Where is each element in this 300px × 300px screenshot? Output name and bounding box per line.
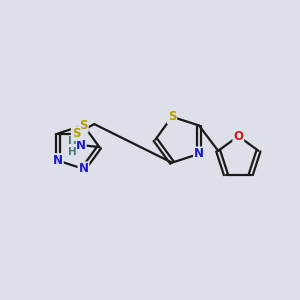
Text: S: S (168, 110, 176, 123)
Text: N: N (76, 139, 86, 152)
Text: H: H (68, 147, 77, 157)
Text: S: S (79, 119, 88, 132)
Text: H: H (68, 136, 77, 146)
Text: S: S (72, 127, 80, 140)
Text: N: N (194, 147, 204, 161)
Text: N: N (79, 162, 88, 176)
Text: O: O (233, 130, 243, 143)
Text: N: N (53, 154, 63, 167)
